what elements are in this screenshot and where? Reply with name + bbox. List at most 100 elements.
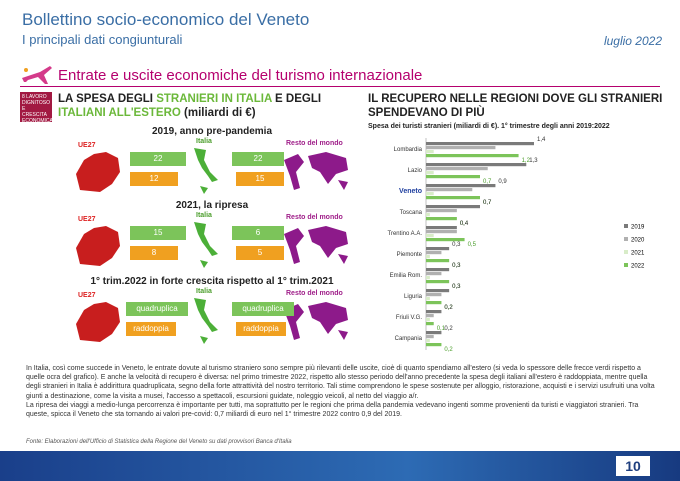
data-label: 0,1 bbox=[437, 326, 446, 332]
data-label: 0,4 bbox=[460, 221, 469, 227]
bar-2022 bbox=[426, 343, 442, 347]
bar-2020 bbox=[426, 230, 457, 234]
bar-2019 bbox=[426, 268, 450, 272]
footer-band bbox=[0, 451, 680, 481]
data-label: 0,3 bbox=[452, 284, 461, 290]
legend-swatch bbox=[624, 263, 628, 267]
category-label: Trentino A.A. bbox=[388, 231, 423, 237]
data-label: 1,3 bbox=[529, 158, 538, 164]
bar-2019 bbox=[426, 226, 457, 230]
bar-2019 bbox=[426, 331, 442, 335]
data-label: 0,3 bbox=[452, 263, 461, 269]
arrow-mondo-in: 22 bbox=[232, 152, 284, 166]
category-label: Emilia Rom. bbox=[390, 273, 423, 279]
bar-2021 bbox=[426, 171, 434, 175]
arrow-mondo-out: 15 bbox=[236, 172, 284, 186]
data-label: 0,7 bbox=[483, 179, 492, 185]
arrow-ue-out: raddoppia bbox=[126, 322, 176, 336]
data-label: 0,2 bbox=[444, 305, 453, 311]
bar-2020 bbox=[426, 335, 434, 339]
europe-map-icon bbox=[76, 152, 120, 192]
sdg-8-icon: 8 LAVORO DIGNITOSO E CRESCITA ECONOMICA bbox=[20, 92, 53, 124]
bar-2019 bbox=[426, 163, 527, 167]
bar-2021 bbox=[426, 255, 430, 259]
bar-2021 bbox=[426, 192, 434, 196]
category-label: Campania bbox=[395, 336, 423, 342]
data-label: 1,4 bbox=[537, 137, 546, 143]
data-label: 0,2 bbox=[444, 305, 453, 311]
body-text: In Italia, così come succede in Veneto, … bbox=[26, 364, 658, 419]
legend-label: 2021 bbox=[631, 251, 645, 257]
bar-2019 bbox=[426, 184, 496, 188]
bar-2022 bbox=[426, 259, 450, 263]
bar-2022 bbox=[426, 322, 434, 326]
section-title: Entrate e uscite economiche del turismo … bbox=[58, 67, 423, 84]
world-map-icon bbox=[284, 152, 348, 190]
left-title: LA SPESA DEGLI STRANIERI IN ITALIA E DEG… bbox=[58, 93, 322, 119]
legend-swatch bbox=[624, 224, 628, 228]
airplane-icon bbox=[22, 66, 52, 84]
bar-2022 bbox=[426, 175, 480, 179]
page-number: 10 bbox=[616, 456, 650, 476]
mondo-label: Resto del mondo bbox=[286, 290, 343, 297]
category-label: Toscana bbox=[400, 210, 423, 216]
bar-2022 bbox=[426, 280, 450, 284]
mondo-label: Resto del mondo bbox=[286, 140, 343, 147]
mondo-label: Resto del mondo bbox=[286, 214, 343, 221]
italia-label: Italia bbox=[196, 288, 212, 295]
bar-2019 bbox=[426, 142, 534, 146]
data-label: 0,5 bbox=[468, 242, 477, 248]
section-divider bbox=[20, 86, 660, 87]
bar-2020 bbox=[426, 251, 442, 255]
bar-2021 bbox=[426, 150, 434, 154]
report-date: luglio 2022 bbox=[603, 34, 662, 48]
panel-title: 1° trim.2022 in forte crescita rispetto … bbox=[90, 276, 334, 287]
data-label: 0,4 bbox=[460, 221, 469, 227]
bar-2021 bbox=[426, 318, 430, 322]
category-label: Friuli V.G. bbox=[396, 315, 422, 321]
italia-label: Italia bbox=[196, 138, 212, 145]
bar-2019 bbox=[426, 205, 480, 209]
arrow-ue-out: 12 bbox=[130, 172, 178, 186]
bar-2021 bbox=[426, 297, 430, 301]
legend-swatch bbox=[624, 250, 628, 254]
report-subtitle: I principali dati congiunturali bbox=[22, 32, 183, 47]
body-paragraph: La ripresa dei viaggi a medio-lunga perc… bbox=[26, 401, 639, 419]
ue-label: UE27 bbox=[78, 292, 96, 299]
arrow-mondo-in: 6 bbox=[232, 226, 284, 240]
panel-title: 2019, anno pre-pandemia bbox=[151, 126, 273, 137]
data-label: 0,3 bbox=[452, 242, 461, 248]
category-label: Liguria bbox=[404, 294, 423, 300]
bar-2022 bbox=[426, 196, 480, 200]
world-map-icon bbox=[284, 226, 348, 264]
category-label: Lazio bbox=[408, 168, 423, 174]
italy-map-icon bbox=[194, 148, 218, 194]
data-label: 1,2 bbox=[522, 158, 531, 164]
data-label: 0,2 bbox=[444, 326, 453, 332]
legend-swatch bbox=[624, 237, 628, 241]
data-label: 0,9 bbox=[498, 179, 507, 185]
europe-map-icon bbox=[76, 226, 120, 266]
bar-2022 bbox=[426, 301, 442, 305]
source-note: Fonte: Elaborazioni dell'Ufficio di Stat… bbox=[26, 439, 292, 445]
bar-2021 bbox=[426, 213, 430, 217]
data-label: 0,7 bbox=[483, 200, 492, 206]
italy-map-icon bbox=[194, 222, 218, 268]
bar-2020 bbox=[426, 209, 457, 213]
ue-label: UE27 bbox=[78, 216, 96, 223]
italy-map-icon bbox=[194, 298, 218, 344]
arrow-mondo-in: quadruplica bbox=[232, 302, 294, 316]
legend-label: 2019 bbox=[631, 225, 645, 231]
bar-2020 bbox=[426, 293, 442, 297]
arrow-ue-in: 15 bbox=[130, 226, 186, 240]
arrow-mondo-out: raddoppia bbox=[236, 322, 286, 336]
bar-2022 bbox=[426, 217, 457, 221]
body-paragraph: In Italia, così come succede in Veneto, … bbox=[26, 365, 655, 400]
report-title: Bollettino socio-economico del Veneto bbox=[22, 10, 310, 29]
data-label: 0,7 bbox=[483, 200, 492, 206]
ue-label: UE27 bbox=[78, 142, 96, 149]
category-label: Veneto bbox=[399, 188, 422, 195]
bar-2019 bbox=[426, 247, 450, 251]
regional-bar-chart: Lombardia 1,4 1,2 Lazio 1,3 0,7 Veneto 0,9 0,7 To… bbox=[388, 137, 645, 353]
legend-label: 2022 bbox=[631, 264, 645, 270]
